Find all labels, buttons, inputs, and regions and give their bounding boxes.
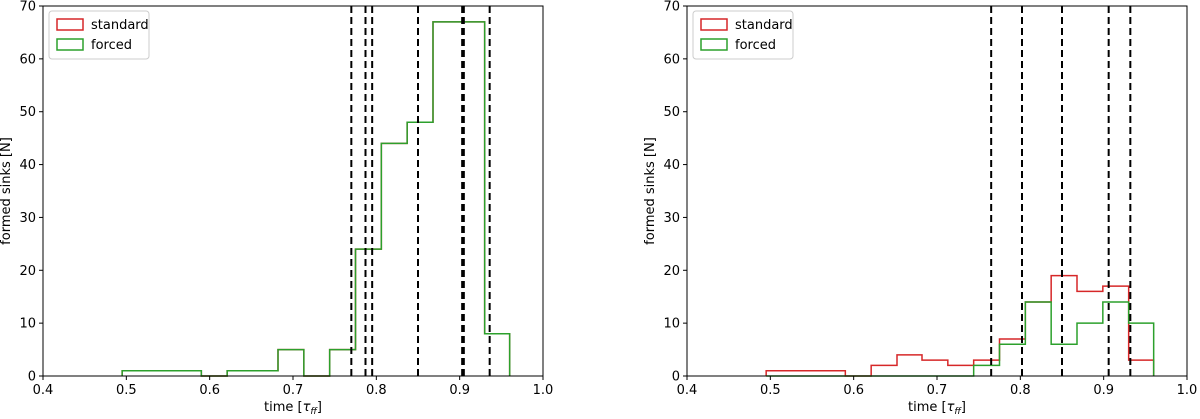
x-tick-label: 0.7 xyxy=(927,383,948,398)
legend-label-standard: standard xyxy=(735,18,793,33)
y-tick-label: 60 xyxy=(663,52,680,67)
legend-box xyxy=(692,10,794,60)
y-tick-label: 20 xyxy=(663,264,680,279)
x-tick-label: 0.6 xyxy=(199,383,220,398)
legend-label-forced: forced xyxy=(91,38,132,53)
legend: standard forced xyxy=(692,10,794,60)
histogram-forced xyxy=(121,21,511,377)
y-axis-label: formed sinks [N] xyxy=(643,137,658,245)
x-tick-label: 0.9 xyxy=(449,383,470,398)
chart-right: 0.4 0.5 0.6 0.7 0.8 0.9 1.0 0 10 20 30 40 50 60 70 time… xyxy=(643,0,1197,417)
x-tick-label: 0.9 xyxy=(1093,383,1114,398)
plot-frame xyxy=(42,5,544,377)
y-axis-label: formed sinks [N] xyxy=(0,137,14,245)
legend-box xyxy=(48,10,150,60)
legend-swatch-forced xyxy=(700,38,728,51)
histogram-standard xyxy=(121,21,511,377)
y-tick-label: 40 xyxy=(19,158,36,173)
y-tick-label: 50 xyxy=(663,105,680,120)
x-tick-label: 1.0 xyxy=(533,383,554,398)
x-axis-label: time [τff] xyxy=(264,400,322,417)
chart-left: 0.4 0.5 0.6 0.7 0.8 0.9 1.0 0 10 20 30 40 50 60 70 time… xyxy=(0,0,553,417)
x-tick-label: 0.5 xyxy=(116,383,137,398)
x-tick-label: 0.4 xyxy=(677,383,698,398)
y-tick-label: 30 xyxy=(19,211,36,226)
y-tick-label: 40 xyxy=(663,158,680,173)
x-tick-label: 0.8 xyxy=(366,383,387,398)
y-tick-label: 50 xyxy=(19,105,36,120)
legend-swatch-standard xyxy=(700,18,728,31)
y-tick-label: 60 xyxy=(19,52,36,67)
x-tick-label: 0.5 xyxy=(760,383,781,398)
x-tick-label: 0.7 xyxy=(283,383,304,398)
histogram-standard xyxy=(765,274,1155,377)
legend-swatch-forced xyxy=(56,38,84,51)
y-tick-label: 20 xyxy=(19,264,36,279)
legend-label-standard: standard xyxy=(91,18,149,33)
y-tick-label: 0 xyxy=(28,370,36,385)
x-tick-label: 1.0 xyxy=(1177,383,1198,398)
y-tick-label: 10 xyxy=(663,317,680,332)
y-tick-label: 10 xyxy=(19,317,36,332)
x-tick-label: 0.8 xyxy=(1010,383,1031,398)
y-tick-label: 30 xyxy=(663,211,680,226)
legend: standard forced xyxy=(48,10,150,60)
y-tick-label: 70 xyxy=(19,0,36,15)
legend-swatch-standard xyxy=(56,18,84,31)
y-tick-label: 70 xyxy=(663,0,680,15)
x-axis-label: time [τff] xyxy=(908,400,966,417)
y-tick-label: 0 xyxy=(672,370,680,385)
x-tick-label: 0.6 xyxy=(843,383,864,398)
x-tick-label: 0.4 xyxy=(33,383,54,398)
plot-frame xyxy=(686,5,1188,377)
legend-label-forced: forced xyxy=(735,38,776,53)
